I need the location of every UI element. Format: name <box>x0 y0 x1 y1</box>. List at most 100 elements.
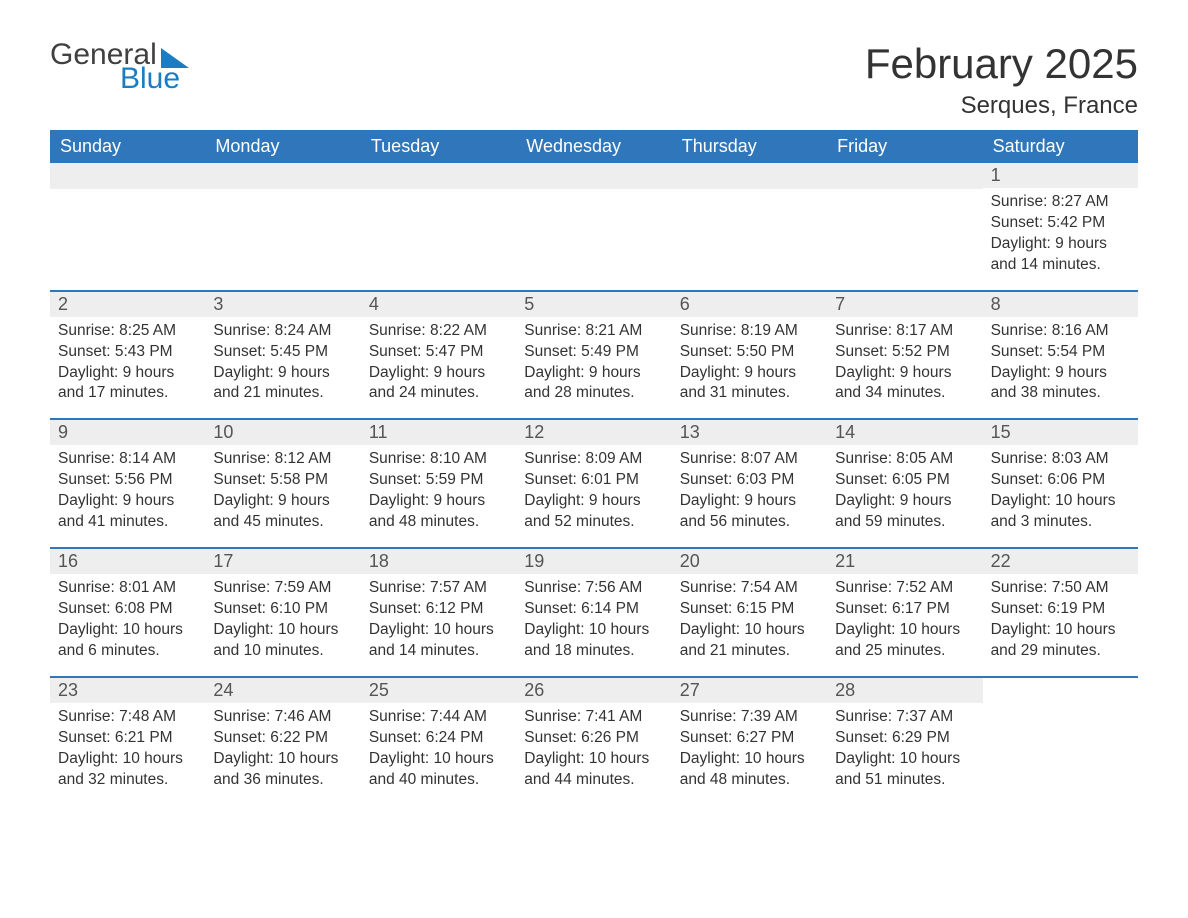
dow-cell: Saturday <box>983 130 1138 163</box>
daylight-text: Daylight: 9 hours and 24 minutes. <box>369 363 508 405</box>
week-row: 9Sunrise: 8:14 AMSunset: 5:56 PMDaylight… <box>50 418 1138 547</box>
day-body: Sunrise: 7:50 AMSunset: 6:19 PMDaylight:… <box>983 574 1138 662</box>
day-number: 16 <box>50 549 205 574</box>
day-number: 24 <box>205 678 360 703</box>
day-cell: 24Sunrise: 7:46 AMSunset: 6:22 PMDayligh… <box>205 678 360 805</box>
daylight-text: Daylight: 10 hours and 10 minutes. <box>213 620 352 662</box>
day-number: 15 <box>983 420 1138 445</box>
sunrise-text: Sunrise: 8:09 AM <box>524 449 663 470</box>
day-cell <box>672 163 827 290</box>
day-body: Sunrise: 8:05 AMSunset: 6:05 PMDaylight:… <box>827 445 982 533</box>
day-cell <box>983 678 1138 805</box>
sunset-text: Sunset: 6:27 PM <box>680 728 819 749</box>
day-body: Sunrise: 7:39 AMSunset: 6:27 PMDaylight:… <box>672 703 827 791</box>
day-cell: 2Sunrise: 8:25 AMSunset: 5:43 PMDaylight… <box>50 292 205 419</box>
sunset-text: Sunset: 5:47 PM <box>369 342 508 363</box>
sunrise-text: Sunrise: 8:27 AM <box>991 192 1130 213</box>
day-cell: 16Sunrise: 8:01 AMSunset: 6:08 PMDayligh… <box>50 549 205 676</box>
day-number: 6 <box>672 292 827 317</box>
dow-cell: Thursday <box>672 130 827 163</box>
day-body: Sunrise: 7:37 AMSunset: 6:29 PMDaylight:… <box>827 703 982 791</box>
day-body: Sunrise: 8:25 AMSunset: 5:43 PMDaylight:… <box>50 317 205 405</box>
daylight-text: Daylight: 9 hours and 52 minutes. <box>524 491 663 533</box>
day-number: 3 <box>205 292 360 317</box>
calendar: SundayMondayTuesdayWednesdayThursdayFrid… <box>50 130 1138 804</box>
week-row: 23Sunrise: 7:48 AMSunset: 6:21 PMDayligh… <box>50 676 1138 805</box>
location-subtitle: Serques, France <box>865 92 1138 120</box>
day-number: 8 <box>983 292 1138 317</box>
day-cell: 19Sunrise: 7:56 AMSunset: 6:14 PMDayligh… <box>516 549 671 676</box>
daylight-text: Daylight: 9 hours and 41 minutes. <box>58 491 197 533</box>
day-cell: 8Sunrise: 8:16 AMSunset: 5:54 PMDaylight… <box>983 292 1138 419</box>
sunrise-text: Sunrise: 8:21 AM <box>524 321 663 342</box>
day-body: Sunrise: 8:27 AMSunset: 5:42 PMDaylight:… <box>983 188 1138 276</box>
daylight-text: Daylight: 9 hours and 28 minutes. <box>524 363 663 405</box>
daylight-text: Daylight: 10 hours and 51 minutes. <box>835 749 974 791</box>
day-body: Sunrise: 7:56 AMSunset: 6:14 PMDaylight:… <box>516 574 671 662</box>
empty-day-bar <box>361 163 516 189</box>
sunrise-text: Sunrise: 8:05 AM <box>835 449 974 470</box>
day-body: Sunrise: 8:22 AMSunset: 5:47 PMDaylight:… <box>361 317 516 405</box>
sunrise-text: Sunrise: 8:12 AM <box>213 449 352 470</box>
dow-cell: Friday <box>827 130 982 163</box>
daylight-text: Daylight: 10 hours and 3 minutes. <box>991 491 1130 533</box>
sunset-text: Sunset: 6:21 PM <box>58 728 197 749</box>
daylight-text: Daylight: 10 hours and 40 minutes. <box>369 749 508 791</box>
day-cell <box>205 163 360 290</box>
sunrise-text: Sunrise: 8:03 AM <box>991 449 1130 470</box>
day-cell <box>50 163 205 290</box>
dow-cell: Monday <box>205 130 360 163</box>
sunset-text: Sunset: 6:14 PM <box>524 599 663 620</box>
day-body: Sunrise: 7:54 AMSunset: 6:15 PMDaylight:… <box>672 574 827 662</box>
sunrise-text: Sunrise: 7:41 AM <box>524 707 663 728</box>
day-number: 12 <box>516 420 671 445</box>
day-cell: 28Sunrise: 7:37 AMSunset: 6:29 PMDayligh… <box>827 678 982 805</box>
day-number: 28 <box>827 678 982 703</box>
sunset-text: Sunset: 6:22 PM <box>213 728 352 749</box>
sunrise-text: Sunrise: 8:01 AM <box>58 578 197 599</box>
sunrise-text: Sunrise: 8:25 AM <box>58 321 197 342</box>
sunset-text: Sunset: 5:43 PM <box>58 342 197 363</box>
day-number: 9 <box>50 420 205 445</box>
sunset-text: Sunset: 5:56 PM <box>58 470 197 491</box>
sunset-text: Sunset: 5:50 PM <box>680 342 819 363</box>
daylight-text: Daylight: 10 hours and 21 minutes. <box>680 620 819 662</box>
day-number: 17 <box>205 549 360 574</box>
day-number: 4 <box>361 292 516 317</box>
sunset-text: Sunset: 5:45 PM <box>213 342 352 363</box>
sunset-text: Sunset: 5:58 PM <box>213 470 352 491</box>
day-cell: 11Sunrise: 8:10 AMSunset: 5:59 PMDayligh… <box>361 420 516 547</box>
day-cell: 12Sunrise: 8:09 AMSunset: 6:01 PMDayligh… <box>516 420 671 547</box>
day-body: Sunrise: 7:59 AMSunset: 6:10 PMDaylight:… <box>205 574 360 662</box>
day-number: 14 <box>827 420 982 445</box>
day-body: Sunrise: 8:21 AMSunset: 5:49 PMDaylight:… <box>516 317 671 405</box>
day-cell: 3Sunrise: 8:24 AMSunset: 5:45 PMDaylight… <box>205 292 360 419</box>
week-row: 2Sunrise: 8:25 AMSunset: 5:43 PMDaylight… <box>50 290 1138 419</box>
empty-day-bar <box>516 163 671 189</box>
day-number: 27 <box>672 678 827 703</box>
daylight-text: Daylight: 9 hours and 48 minutes. <box>369 491 508 533</box>
day-number: 22 <box>983 549 1138 574</box>
day-body: Sunrise: 8:14 AMSunset: 5:56 PMDaylight:… <box>50 445 205 533</box>
day-body: Sunrise: 8:09 AMSunset: 6:01 PMDaylight:… <box>516 445 671 533</box>
daylight-text: Daylight: 10 hours and 44 minutes. <box>524 749 663 791</box>
day-cell: 5Sunrise: 8:21 AMSunset: 5:49 PMDaylight… <box>516 292 671 419</box>
day-number: 2 <box>50 292 205 317</box>
empty-day-bar <box>205 163 360 189</box>
brand-word2: Blue <box>120 64 189 94</box>
day-cell: 26Sunrise: 7:41 AMSunset: 6:26 PMDayligh… <box>516 678 671 805</box>
daylight-text: Daylight: 10 hours and 29 minutes. <box>991 620 1130 662</box>
dow-cell: Sunday <box>50 130 205 163</box>
day-number: 11 <box>361 420 516 445</box>
day-body: Sunrise: 7:48 AMSunset: 6:21 PMDaylight:… <box>50 703 205 791</box>
day-cell: 13Sunrise: 8:07 AMSunset: 6:03 PMDayligh… <box>672 420 827 547</box>
daylight-text: Daylight: 10 hours and 25 minutes. <box>835 620 974 662</box>
sunset-text: Sunset: 6:01 PM <box>524 470 663 491</box>
sunrise-text: Sunrise: 8:17 AM <box>835 321 974 342</box>
day-body: Sunrise: 7:41 AMSunset: 6:26 PMDaylight:… <box>516 703 671 791</box>
daylight-text: Daylight: 10 hours and 36 minutes. <box>213 749 352 791</box>
sunrise-text: Sunrise: 8:07 AM <box>680 449 819 470</box>
brand-logo: General Blue <box>50 40 189 94</box>
sunset-text: Sunset: 6:08 PM <box>58 599 197 620</box>
sunset-text: Sunset: 6:06 PM <box>991 470 1130 491</box>
